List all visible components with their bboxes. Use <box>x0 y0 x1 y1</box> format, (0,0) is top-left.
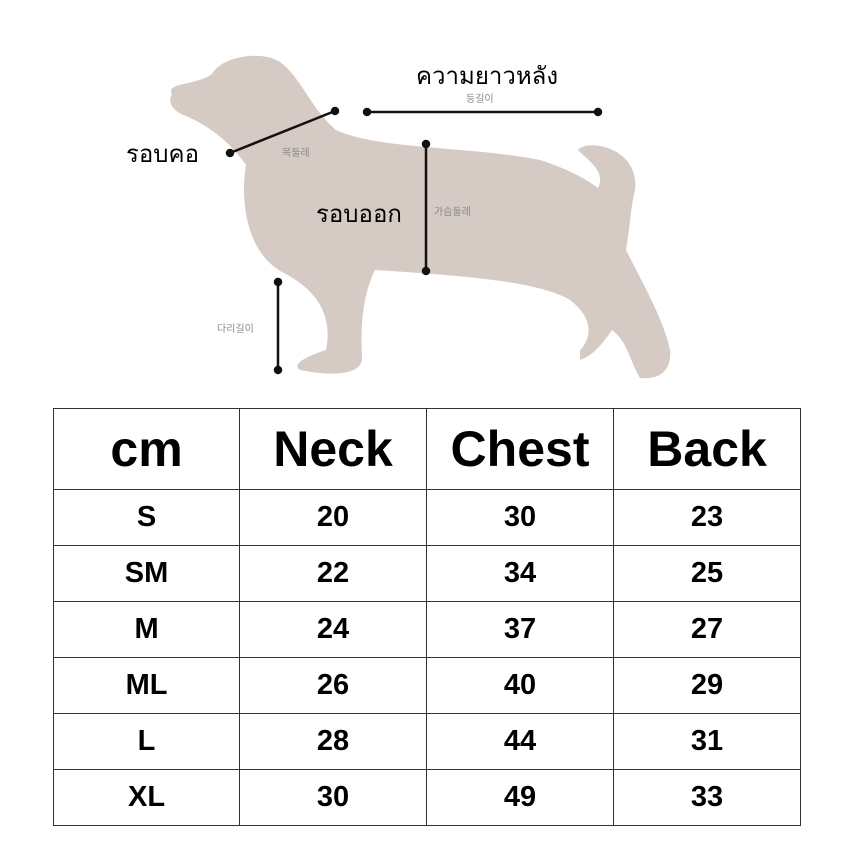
table-row: M 24 37 27 <box>52 601 801 658</box>
leg-length-label-korean: 다리길이 <box>217 324 254 335</box>
cell-size: XL <box>52 769 241 826</box>
neck-label-thai: รอบคอ <box>126 140 200 168</box>
cell-neck: 22 <box>239 545 427 602</box>
cell-size: SM <box>52 545 241 602</box>
back-length-label-korean: 등길이 <box>466 94 494 105</box>
cell-neck: 24 <box>239 601 427 658</box>
cell-size: L <box>52 713 241 770</box>
header-neck: Neck <box>239 408 427 490</box>
table-header-row: cm Neck Chest Back <box>52 408 801 490</box>
cell-back: 33 <box>613 769 801 826</box>
table-row: S 20 30 23 <box>52 489 801 546</box>
cell-size: ML <box>52 657 241 714</box>
dog-silhouette-svg <box>170 55 671 379</box>
cell-chest: 30 <box>425 489 615 546</box>
cell-neck: 30 <box>239 769 427 826</box>
table-row: SM 22 34 25 <box>52 545 801 602</box>
table-row: ML 26 40 29 <box>52 657 801 714</box>
cell-neck: 26 <box>239 657 427 714</box>
cell-neck: 20 <box>239 489 427 546</box>
neck-label-korean: 목둘레 <box>282 148 310 159</box>
chest-label-thai: รอบออก <box>316 200 402 228</box>
cell-back: 25 <box>613 545 801 602</box>
header-back: Back <box>613 408 801 490</box>
chest-label-korean: 가슴둘레 <box>434 207 471 218</box>
cell-back: 31 <box>613 713 801 770</box>
cell-chest: 37 <box>425 601 615 658</box>
cell-size: M <box>52 601 241 658</box>
cell-chest: 40 <box>425 657 615 714</box>
cell-back: 23 <box>613 489 801 546</box>
cell-chest: 34 <box>425 545 615 602</box>
cell-back: 29 <box>613 657 801 714</box>
cell-neck: 28 <box>239 713 427 770</box>
size-table: cm Neck Chest Back S 20 30 23 SM 22 34 25 M 24 37 2… <box>52 408 801 826</box>
dog-measurement-diagram: ความยาวหลัง 등길이 รอบคอ 목둘레 รอบออก 가슴둘레 다리… <box>0 0 854 400</box>
cell-chest: 44 <box>425 713 615 770</box>
dog-silhouette <box>170 55 671 379</box>
header-unit: cm <box>52 408 241 490</box>
cell-size: S <box>52 489 241 546</box>
cell-back: 27 <box>613 601 801 658</box>
cell-chest: 49 <box>425 769 615 826</box>
table-row: XL 30 49 33 <box>52 769 801 826</box>
header-chest: Chest <box>425 408 615 490</box>
neck-measure-line <box>229 109 336 155</box>
back-length-label-thai: ความยาวหลัง <box>416 62 559 90</box>
table-row: L 28 44 31 <box>52 713 801 770</box>
